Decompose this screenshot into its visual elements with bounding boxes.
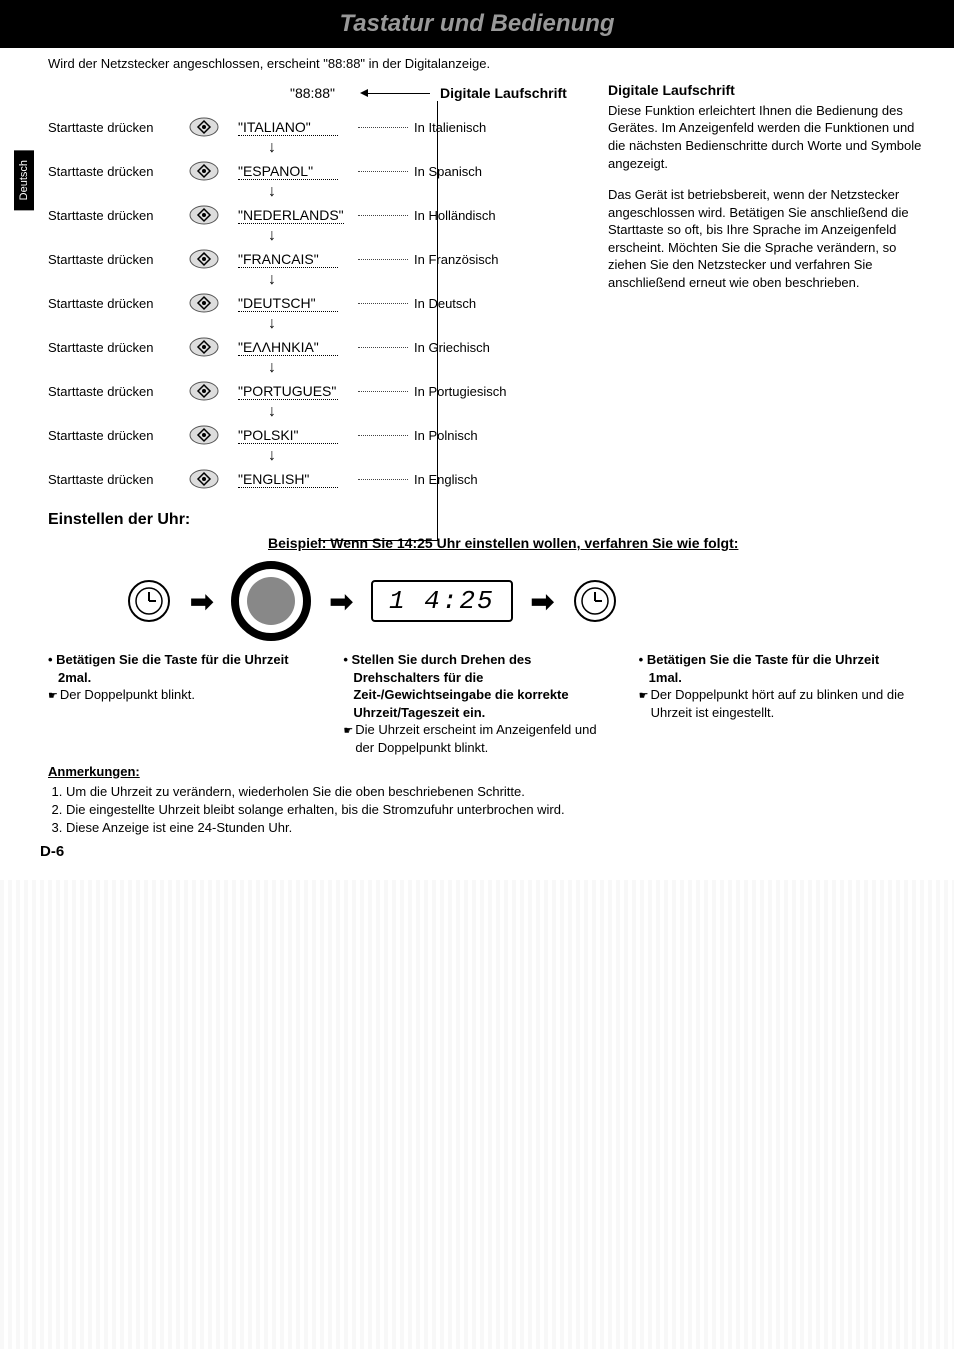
language-flowchart: "88:88" Digitale Laufschrift Starttaste … — [48, 81, 578, 501]
start-button-icon — [188, 161, 220, 181]
right-paragraph-1: Diese Funktion erleichtert Ihnen die Bed… — [608, 102, 924, 172]
page-title: Tastatur und Bedienung — [339, 10, 614, 37]
start-button-icon — [188, 117, 220, 137]
notes-section: Anmerkungen: Um die Uhrzeit zu verändern… — [0, 757, 954, 838]
press-start-label: Starttaste drücken — [48, 340, 188, 355]
clock-step-2: Stellen Sie durch Drehen des Drehschalte… — [343, 651, 618, 757]
start-button-icon — [188, 425, 220, 445]
main-content: "88:88" Digitale Laufschrift Starttaste … — [0, 81, 954, 501]
dotted-connector — [358, 171, 408, 172]
dotted-connector — [358, 435, 408, 436]
language-row: Starttaste drücken "PORTUGUES" In Portugie… — [48, 369, 578, 413]
digital-time-display: 1 4:25 — [371, 580, 513, 622]
right-heading: Digitale Laufschrift — [608, 81, 924, 100]
display-value: "ΕΛΛΗΝΚΙΑ" — [238, 339, 358, 356]
step3-sub: Der Doppelpunkt hört auf zu blinken und … — [639, 686, 914, 721]
start-button-icon — [188, 249, 220, 269]
language-row: Starttaste drücken "ΕΛΛΗΝΚΙΑ" In Griechisc… — [48, 325, 578, 369]
step2-heading: Stellen Sie durch Drehen des Drehschalte… — [343, 651, 618, 721]
display-value: "ESPANOL" — [238, 163, 358, 180]
arrow-right-icon: ➡ — [531, 585, 554, 618]
scan-blank-area — [0, 880, 954, 1349]
press-start-label: Starttaste drücken — [48, 472, 188, 487]
language-description: In Griechisch — [414, 340, 578, 355]
language-description: In Englisch — [414, 472, 578, 487]
note-item: Um die Uhrzeit zu verändern, wiederholen… — [66, 783, 914, 801]
start-button-icon — [188, 381, 220, 401]
step2-sub: Die Uhrzeit erscheint im Anzeigenfeld un… — [343, 721, 618, 756]
right-paragraph-2: Das Gerät ist betriebsbereit, wenn der N… — [608, 186, 924, 291]
arrow-right-icon: ➡ — [329, 585, 352, 618]
language-row: Starttaste drücken "ESPANOL" In Spanisch — [48, 149, 578, 193]
language-description: In Deutsch — [414, 296, 578, 311]
note-item: Diese Anzeige ist eine 24-Stunden Uhr. — [66, 819, 914, 837]
display-value: "ITALIANO" — [238, 119, 358, 136]
display-value: "POLSKI" — [238, 427, 358, 444]
press-start-label: Starttaste drücken — [48, 164, 188, 179]
note-item: Die eingestellte Uhrzeit bleibt solange … — [66, 801, 914, 819]
page-title-bar: Tastatur und Bedienung — [0, 0, 954, 48]
display-value: "DEUTSCH" — [238, 295, 358, 312]
display-value: "ENGLISH" — [238, 471, 358, 488]
clock-heading: Einstellen der Uhr: — [48, 511, 914, 529]
language-row: Starttaste drücken "ENGLISH" In Englisch — [48, 457, 578, 501]
dotted-connector — [358, 303, 408, 304]
clock-step-3: Betätigen Sie die Taste für die Uhrzeit … — [639, 651, 914, 757]
start-button-icon — [188, 337, 220, 357]
dotted-connector — [358, 479, 408, 480]
clock-example: Beispiel: Wenn Sie 14:25 Uhr einstellen … — [268, 535, 914, 551]
clock-step-1: Betätigen Sie die Taste für die Uhrzeit … — [48, 651, 323, 757]
language-description: In Holländisch — [414, 208, 578, 223]
language-description: In Portugiesisch — [414, 384, 578, 399]
initial-display: "88:88" — [290, 85, 366, 101]
dial-knob-icon — [231, 561, 311, 641]
dotted-connector — [358, 259, 408, 260]
clock-step-descriptions: Betätigen Sie die Taste für die Uhrzeit … — [48, 651, 914, 757]
language-row: Starttaste drücken "ITALIANO" In Italienis… — [48, 105, 578, 149]
display-value: "NEDERLANDS" — [238, 207, 358, 224]
press-start-label: Starttaste drücken — [48, 296, 188, 311]
notes-heading: Anmerkungen: — [48, 764, 140, 779]
clock-setting-section: Einstellen der Uhr: Beispiel: Wenn Sie 1… — [0, 501, 954, 757]
step1-heading: Betätigen Sie die Taste für die Uhrzeit … — [48, 651, 323, 686]
manual-page: Tastatur und Bedienung Deutsch Wird der … — [0, 0, 954, 880]
arrow-left-icon — [366, 93, 430, 94]
language-description: In Polnisch — [414, 428, 578, 443]
arrow-right-icon: ➡ — [190, 585, 213, 618]
press-start-label: Starttaste drücken — [48, 384, 188, 399]
step3-heading: Betätigen Sie die Taste für die Uhrzeit … — [639, 651, 914, 686]
language-description: In Italienisch — [414, 120, 578, 135]
start-button-icon — [188, 293, 220, 313]
dotted-connector — [358, 127, 408, 128]
dotted-connector — [358, 391, 408, 392]
language-row: Starttaste drücken "DEUTSCH" In Deutsch — [48, 281, 578, 325]
press-start-label: Starttaste drücken — [48, 252, 188, 267]
language-description: In Spanisch — [414, 164, 578, 179]
start-button-icon — [188, 205, 220, 225]
press-start-label: Starttaste drücken — [48, 208, 188, 223]
page-number: D-6 — [0, 837, 954, 860]
language-row: Starttaste drücken "FRANCAIS" In Französis… — [48, 237, 578, 281]
flow-top-row: "88:88" Digitale Laufschrift — [48, 81, 578, 105]
dotted-connector — [358, 347, 408, 348]
step1-sub: Der Doppelpunkt blinkt. — [48, 686, 323, 704]
language-row: Starttaste drücken "NEDERLANDS" In Holländ… — [48, 193, 578, 237]
side-tab-label: Deutsch — [18, 160, 30, 200]
intro-text: Wird der Netzstecker angeschlossen, ersc… — [0, 48, 954, 81]
language-side-tab: Deutsch — [14, 150, 34, 210]
language-row: Starttaste drücken "POLSKI" In Polnisch — [48, 413, 578, 457]
explanation-column: Digitale Laufschrift Diese Funktion erle… — [578, 81, 924, 501]
display-value: "FRANCAIS" — [238, 251, 358, 268]
dotted-connector — [358, 215, 408, 216]
scroll-header: Digitale Laufschrift — [440, 85, 567, 101]
press-start-label: Starttaste drücken — [48, 428, 188, 443]
start-button-icon — [188, 469, 220, 489]
press-start-label: Starttaste drücken — [48, 120, 188, 135]
clock-button-icon — [572, 578, 618, 624]
clock-step-icons: ➡ ➡ 1 4:25 ➡ — [48, 561, 914, 641]
language-description: In Französisch — [414, 252, 578, 267]
display-value: "PORTUGUES" — [238, 383, 358, 400]
clock-button-icon — [126, 578, 172, 624]
